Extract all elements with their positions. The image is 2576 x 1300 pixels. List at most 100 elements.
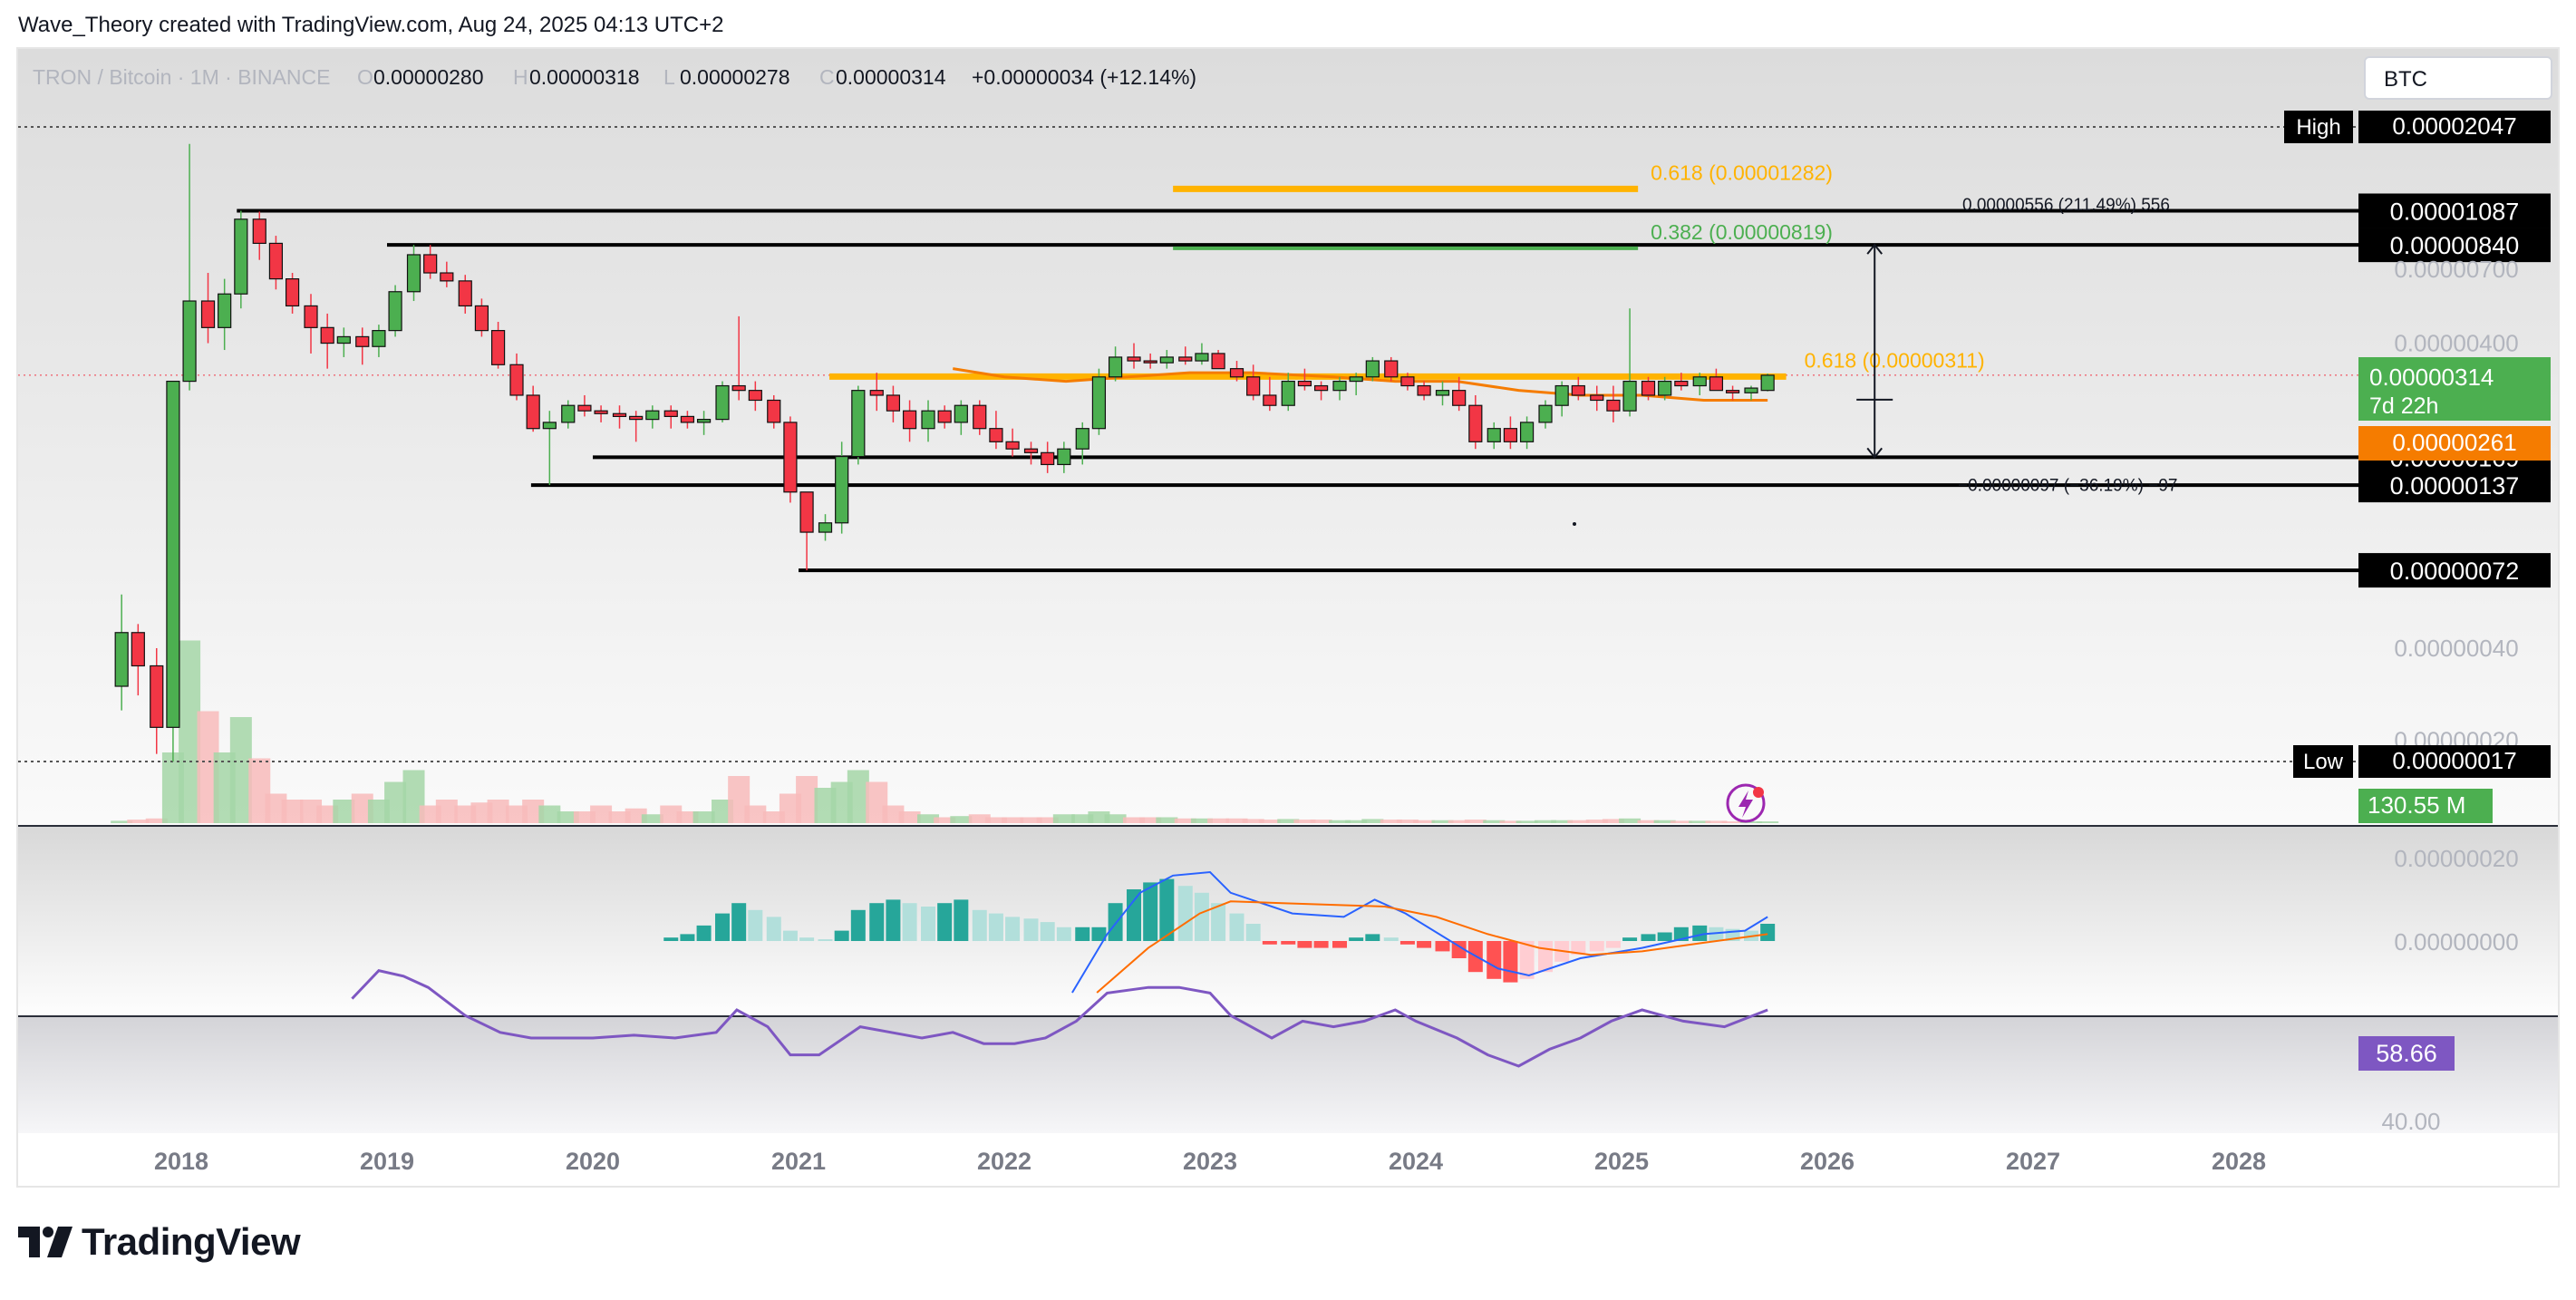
candle[interactable]: [886, 385, 901, 422]
candle[interactable]: [1075, 422, 1089, 465]
candle[interactable]: [937, 405, 952, 429]
candle[interactable]: [1349, 373, 1363, 395]
candle[interactable]: [731, 315, 746, 401]
candle[interactable]: [542, 411, 557, 486]
candle[interactable]: [440, 261, 454, 287]
candle[interactable]: [1468, 394, 1483, 450]
candle[interactable]: [1281, 373, 1295, 412]
candle[interactable]: [1674, 373, 1689, 391]
candle[interactable]: [818, 514, 833, 541]
candle[interactable]: [218, 278, 232, 351]
candle[interactable]: [458, 275, 472, 314]
candle[interactable]: [715, 381, 730, 422]
candle[interactable]: [561, 400, 576, 429]
candle[interactable]: [629, 411, 644, 442]
candle[interactable]: [799, 491, 814, 571]
candle[interactable]: [921, 400, 935, 442]
candle[interactable]: [594, 405, 608, 422]
candle[interactable]: [1263, 376, 1277, 412]
candle[interactable]: [355, 327, 370, 365]
measure-tool[interactable]: 0.00000556 (211.49%) 556 −0.00000097 (−36…: [1573, 196, 2177, 526]
candle[interactable]: [1417, 381, 1431, 401]
candle[interactable]: [1178, 346, 1193, 365]
candle[interactable]: [285, 273, 300, 314]
candle[interactable]: [1023, 441, 1039, 465]
candle[interactable]: [1590, 385, 1604, 412]
rsi-indicator[interactable]: 40.00: [351, 968, 2441, 1135]
candle[interactable]: [696, 411, 712, 435]
candle[interactable]: [1554, 381, 1569, 417]
candle[interactable]: [1313, 381, 1329, 401]
candle[interactable]: [1195, 343, 1209, 365]
candle[interactable]: [388, 285, 402, 337]
time-axis[interactable]: 2018 2019 2020 2021 2022 2023 2024 2025 2026 2027…: [154, 1148, 2266, 1175]
candle[interactable]: [1435, 381, 1450, 406]
candle[interactable]: [1538, 400, 1553, 429]
candle[interactable]: [1487, 422, 1501, 450]
candle[interactable]: [1692, 373, 1707, 395]
candle[interactable]: [1400, 373, 1415, 391]
candle[interactable]: [783, 416, 798, 503]
candle[interactable]: [1229, 361, 1244, 382]
candle[interactable]: [1365, 356, 1380, 382]
candle[interactable]: [1519, 416, 1535, 450]
candle[interactable]: [474, 298, 489, 337]
candle[interactable]: [336, 327, 351, 357]
candle[interactable]: [406, 245, 421, 302]
candle[interactable]: [1005, 428, 1020, 457]
candle[interactable]: [1622, 308, 1637, 417]
candle[interactable]: [612, 405, 627, 429]
candle[interactable]: [1452, 376, 1467, 412]
candle[interactable]: [150, 647, 164, 754]
candle[interactable]: [1760, 374, 1775, 392]
candle[interactable]: [973, 400, 987, 435]
candle[interactable]: [1246, 364, 1261, 401]
candle[interactable]: [1159, 350, 1174, 369]
candle[interactable]: [1658, 376, 1672, 401]
candle[interactable]: [372, 325, 386, 357]
candle[interactable]: [989, 411, 1003, 450]
lightning-icon[interactable]: [1726, 783, 1766, 823]
candle[interactable]: [767, 394, 781, 429]
candle[interactable]: [1384, 356, 1399, 382]
candle[interactable]: [835, 441, 849, 534]
candle[interactable]: [869, 373, 884, 412]
candle[interactable]: [304, 294, 318, 354]
candle[interactable]: [490, 321, 506, 369]
candle[interactable]: [234, 210, 248, 309]
candle[interactable]: [1725, 385, 1740, 401]
candle[interactable]: [748, 381, 762, 412]
candle[interactable]: [1744, 385, 1758, 401]
candle[interactable]: [1091, 368, 1107, 435]
candle[interactable]: [1211, 350, 1225, 370]
candle[interactable]: [1641, 376, 1656, 401]
candle[interactable]: [680, 411, 695, 429]
candle[interactable]: [902, 400, 917, 442]
candle[interactable]: [954, 400, 968, 435]
macd-indicator[interactable]: 0.00000020 0.00000000: [663, 845, 2519, 994]
candle[interactable]: [114, 594, 129, 711]
candle[interactable]: [1709, 368, 1724, 392]
candle[interactable]: [1503, 416, 1518, 450]
candle[interactable]: [663, 405, 678, 429]
legend-symbol[interactable]: TRON / Bitcoin · 1M · BINANCE: [33, 65, 330, 89]
candle[interactable]: [182, 143, 197, 391]
candles[interactable]: [114, 143, 1775, 762]
candle[interactable]: [1143, 353, 1157, 369]
candle[interactable]: [320, 313, 334, 369]
candle[interactable]: [1127, 343, 1141, 369]
candle[interactable]: [1108, 346, 1123, 382]
candle[interactable]: [1606, 385, 1621, 422]
candle[interactable]: [1057, 441, 1071, 473]
candle[interactable]: [577, 394, 592, 417]
candle[interactable]: [166, 380, 180, 762]
candle[interactable]: [423, 245, 438, 279]
candle[interactable]: [268, 236, 284, 290]
candle[interactable]: [1332, 376, 1347, 401]
candle[interactable]: [1297, 368, 1312, 391]
candle[interactable]: [200, 273, 216, 344]
candle[interactable]: [1571, 376, 1585, 401]
candle[interactable]: [1041, 441, 1055, 473]
candle[interactable]: [851, 385, 866, 465]
